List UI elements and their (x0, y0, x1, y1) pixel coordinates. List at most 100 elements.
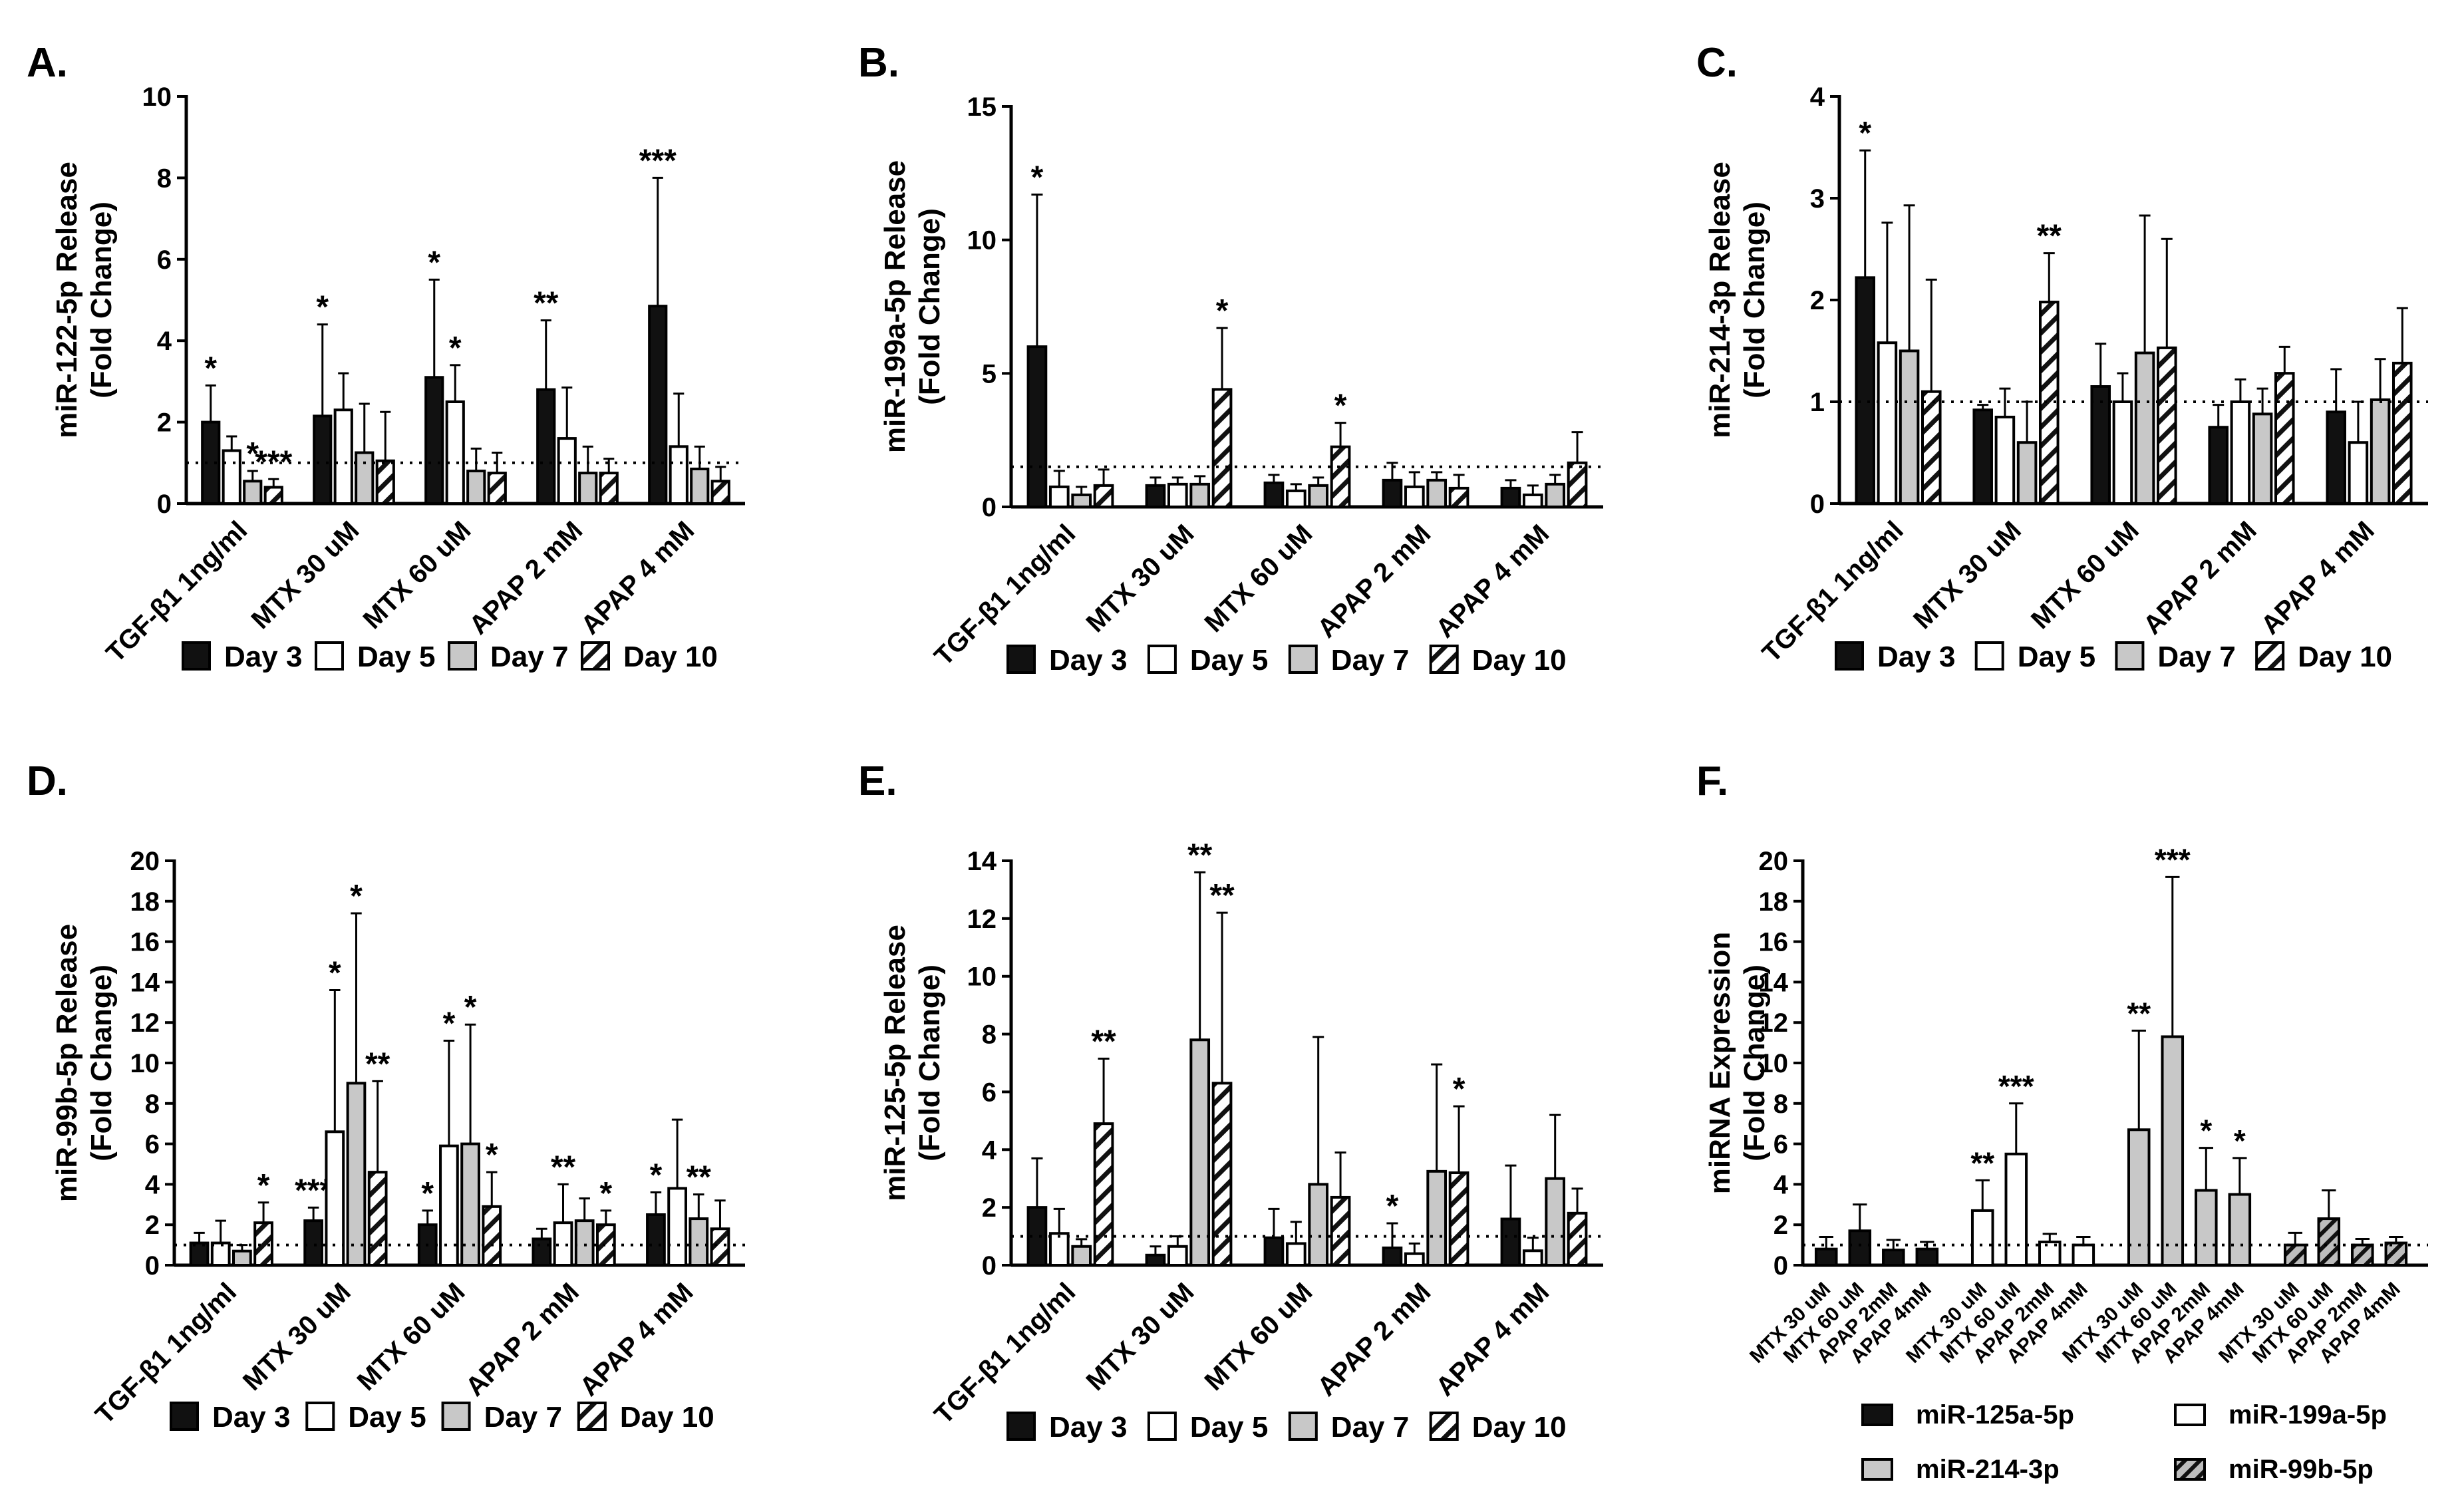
bar (1382, 1246, 1403, 1267)
legend-label: Day 5 (357, 641, 435, 673)
significance-marker: * (1859, 116, 1871, 151)
bar (1167, 482, 1188, 508)
bar (1500, 486, 1521, 509)
bar (1189, 1038, 1211, 1267)
y-tick-label: 12 (967, 905, 997, 934)
y-tick-label: 1 (1810, 388, 1825, 417)
bar (536, 388, 556, 506)
significance-marker: * (246, 436, 259, 472)
significance-marker: * (428, 245, 440, 280)
y-tick-label: 6 (145, 1130, 160, 1159)
legend-label: Day 3 (1049, 1411, 1127, 1443)
y-tick-label: 6 (157, 245, 172, 275)
y-axis-label: miR-214-3p Release (1704, 162, 1736, 438)
bar (1211, 388, 1233, 508)
y-tick-label: 10 (142, 82, 172, 112)
legend-label: Day 5 (1190, 1411, 1268, 1443)
panel-f: F. miRNA Expression (Fold Change) 0 2 4 6 8 10 12… (1696, 758, 2428, 1484)
y-tick-label: 6 (982, 1078, 997, 1107)
legend-label: Day 7 (1331, 644, 1409, 677)
bar (325, 1130, 345, 1267)
bar (2384, 1241, 2408, 1267)
significance-marker: * (2234, 1124, 2246, 1158)
bar (1048, 1232, 1070, 1267)
bar (2252, 412, 2273, 505)
bar (487, 472, 507, 505)
bar (1330, 445, 1351, 509)
bar (1921, 390, 1942, 506)
bar (1189, 482, 1211, 508)
y-tick-label: 2 (1773, 1211, 1788, 1240)
y-tick-label: 0 (145, 1251, 160, 1280)
y-tick-label: 10 (1759, 1049, 1789, 1078)
y-axis-label-unit: (Fold Change) (85, 202, 118, 398)
legend-swatch (1861, 1404, 1893, 1426)
legend-label: Day 3 (224, 641, 302, 673)
bar (1545, 1177, 1566, 1267)
bar (1263, 1236, 1285, 1267)
y-axis-label: miR-199a-5p Release (879, 160, 911, 453)
y-tick-label: 8 (982, 1020, 997, 1050)
bar (346, 1082, 367, 1267)
x-category-label: APAP 4 mM (574, 1277, 698, 1402)
legend-label: Day 7 (484, 1401, 562, 1433)
y-tick-label: 15 (967, 92, 997, 122)
bar (355, 451, 375, 505)
y-tick-label: 2 (982, 1193, 997, 1223)
bar (1970, 1209, 1994, 1267)
bar (648, 305, 668, 505)
bar (1877, 341, 1898, 506)
bar (2317, 1217, 2341, 1267)
legend-swatch (1006, 1412, 1036, 1441)
bar (574, 1219, 595, 1267)
y-tick-label: 14 (130, 968, 160, 997)
bar (1994, 415, 2016, 506)
bar (669, 445, 689, 506)
significance-marker: * (600, 1176, 613, 1211)
legend-label: miR-199a-5p (2229, 1400, 2387, 1430)
bar (439, 1144, 459, 1267)
y-tick-label: 20 (130, 847, 160, 876)
x-category-label: MTX 60 uM (2026, 516, 2145, 635)
legend-label: Day 5 (2018, 641, 2095, 673)
bar (1093, 484, 1114, 508)
y-tick-label: 2 (145, 1211, 160, 1240)
significance-marker: * (257, 1168, 270, 1203)
bar (2274, 372, 2295, 505)
legend-label: Day 5 (1190, 644, 1268, 677)
panel-b: B. miR-199a-5p Release (Fold Change) 0 5 10 15… (858, 40, 1603, 677)
bar (1567, 461, 1588, 509)
bar (1426, 478, 1448, 508)
significance-marker: * (350, 879, 363, 914)
bar (1448, 486, 1469, 509)
bar (2348, 441, 2369, 506)
bar (253, 1221, 273, 1267)
legend-label: miR-214-3p (1916, 1455, 2060, 1484)
x-category-label: APAP 2 mM (1312, 1277, 1436, 1402)
x-category-label: APAP 2 mM (460, 1277, 585, 1402)
bar (367, 1171, 388, 1267)
y-tick-label: 14 (967, 847, 997, 876)
y-tick-label: 2 (157, 408, 172, 438)
bar (1308, 1183, 1329, 1267)
bar (1899, 349, 1920, 505)
bar (1330, 1195, 1351, 1267)
bar (1855, 276, 1875, 505)
significance-marker: * (1334, 388, 1347, 424)
legend-label: Day 3 (212, 1401, 290, 1433)
y-tick-label: 3 (1810, 184, 1825, 214)
x-category-label: APAP 4 mM (575, 516, 700, 640)
bar (1915, 1247, 1939, 1267)
significance-marker: * (2200, 1114, 2212, 1148)
x-category-label: MTX 60 uM (1199, 519, 1318, 638)
bar (2016, 441, 2038, 506)
bar (1545, 482, 1566, 508)
y-tick-label: 14 (1759, 968, 1789, 997)
significance-marker: * (329, 956, 341, 991)
y-tick-label: 10 (130, 1049, 160, 1078)
bar (595, 1223, 616, 1267)
legend-swatch (581, 641, 610, 671)
x-category-label: MTX 30 uM (1908, 516, 2027, 635)
significance-marker: *** (255, 444, 292, 480)
x-category-label: APAP 2 mM (2138, 516, 2262, 640)
